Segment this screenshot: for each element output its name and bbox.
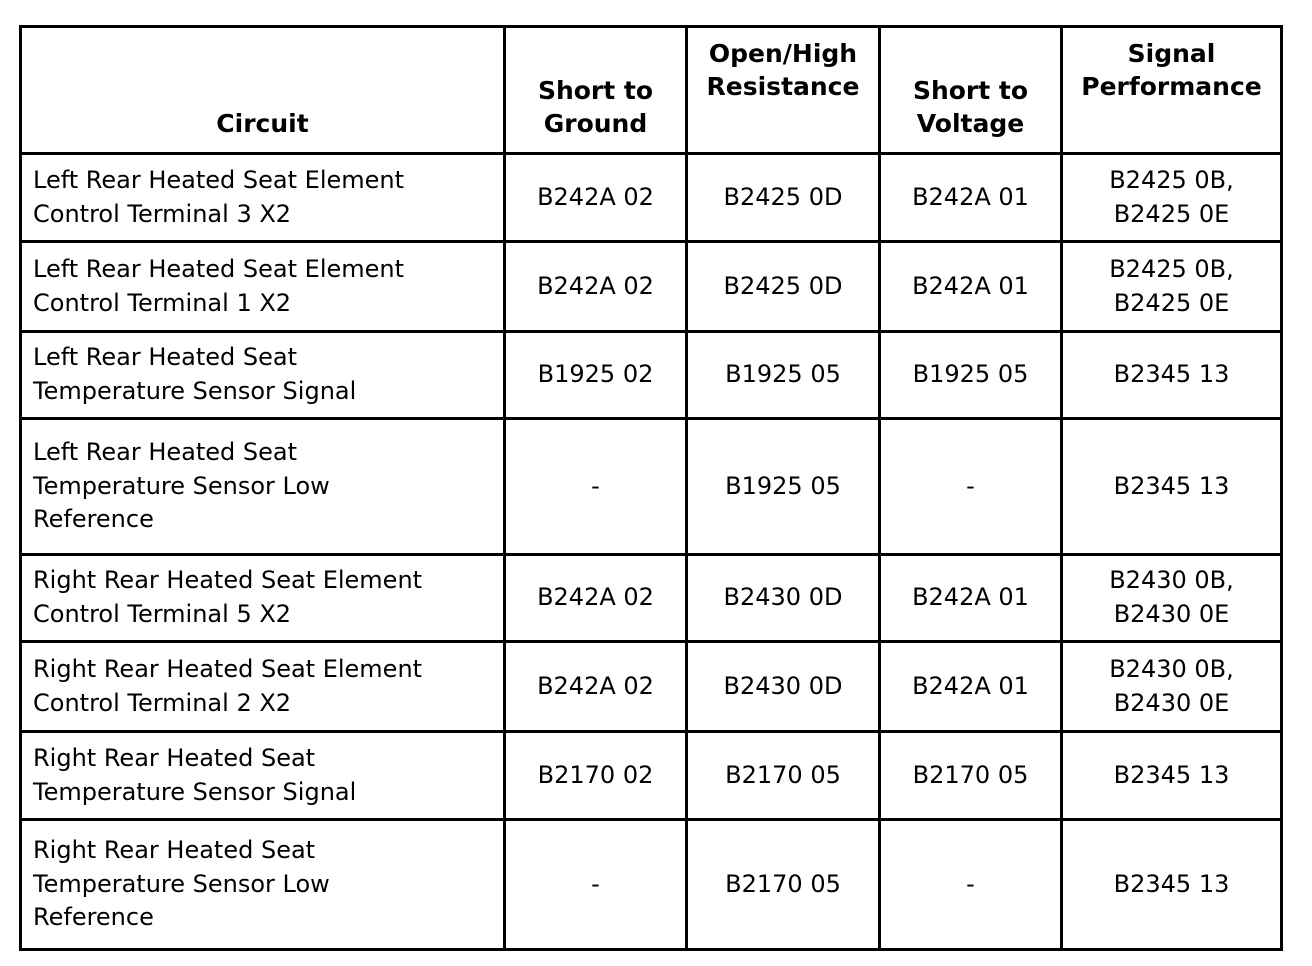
cell-signal-performance: B2345 13 xyxy=(1060,417,1283,556)
dtc-reference-table: Circuit Short to Ground Open/High Resist… xyxy=(19,25,1283,951)
column-header-signal-performance: Signal Performance xyxy=(1060,25,1283,155)
cell-short-to-voltage: B1925 05 xyxy=(878,330,1063,420)
cell-signal-performance: B2430 0B, B2430 0E xyxy=(1060,553,1283,643)
table-row: Right Rear Heated Seat Temperature Senso… xyxy=(19,818,1283,951)
cell-signal-performance: B2345 13 xyxy=(1060,818,1283,951)
cell-circuit: Right Rear Heated Seat Temperature Senso… xyxy=(19,818,506,951)
column-header-circuit: Circuit xyxy=(19,25,506,155)
cell-short-to-ground: B242A 02 xyxy=(503,240,688,333)
cell-circuit: Left Rear Heated Seat Temperature Sensor… xyxy=(19,417,506,556)
header-row: Circuit Short to Ground Open/High Resist… xyxy=(19,25,1283,155)
cell-short-to-voltage: B2170 05 xyxy=(878,730,1063,821)
cell-open-high-resistance: B2430 0D xyxy=(685,640,881,733)
cell-open-high-resistance: B2170 05 xyxy=(685,730,881,821)
cell-short-to-ground: - xyxy=(503,818,688,951)
cell-signal-performance: B2425 0B, B2425 0E xyxy=(1060,152,1283,243)
cell-signal-performance: B2345 13 xyxy=(1060,730,1283,821)
cell-open-high-resistance: B2430 0D xyxy=(685,553,881,643)
cell-circuit: Right Rear Heated Seat Temperature Senso… xyxy=(19,730,506,821)
cell-short-to-ground: B2170 02 xyxy=(503,730,688,821)
column-header-short-to-voltage: Short to Voltage xyxy=(878,25,1063,155)
cell-circuit: Left Rear Heated Seat Element Control Te… xyxy=(19,240,506,333)
table-row: Left Rear Heated Seat Temperature Sensor… xyxy=(19,330,1283,420)
table-row: Right Rear Heated Seat Temperature Senso… xyxy=(19,730,1283,821)
cell-open-high-resistance: B2425 0D xyxy=(685,240,881,333)
cell-open-high-resistance: B1925 05 xyxy=(685,330,881,420)
cell-short-to-voltage: B242A 01 xyxy=(878,152,1063,243)
table-row: Left Rear Heated Seat Element Control Te… xyxy=(19,240,1283,333)
cell-circuit: Right Rear Heated Seat Element Control T… xyxy=(19,640,506,733)
cell-signal-performance: B2345 13 xyxy=(1060,330,1283,420)
cell-circuit: Left Rear Heated Seat Element Control Te… xyxy=(19,152,506,243)
column-header-open-high-resistance: Open/High Resistance xyxy=(685,25,881,155)
cell-short-to-voltage: - xyxy=(878,818,1063,951)
cell-circuit: Left Rear Heated Seat Temperature Sensor… xyxy=(19,330,506,420)
cell-short-to-ground: B1925 02 xyxy=(503,330,688,420)
cell-short-to-ground: - xyxy=(503,417,688,556)
column-header-short-to-ground: Short to Ground xyxy=(503,25,688,155)
cell-short-to-ground: B242A 02 xyxy=(503,640,688,733)
cell-open-high-resistance: B2170 05 xyxy=(685,818,881,951)
cell-open-high-resistance: B2425 0D xyxy=(685,152,881,243)
cell-circuit: Right Rear Heated Seat Element Control T… xyxy=(19,553,506,643)
cell-signal-performance: B2430 0B, B2430 0E xyxy=(1060,640,1283,733)
table-row: Right Rear Heated Seat Element Control T… xyxy=(19,553,1283,643)
table-row: Left Rear Heated Seat Temperature Sensor… xyxy=(19,417,1283,556)
cell-short-to-voltage: - xyxy=(878,417,1063,556)
cell-short-to-ground: B242A 02 xyxy=(503,553,688,643)
table-row: Left Rear Heated Seat Element Control Te… xyxy=(19,152,1283,243)
cell-short-to-voltage: B242A 01 xyxy=(878,640,1063,733)
cell-signal-performance: B2425 0B, B2425 0E xyxy=(1060,240,1283,333)
cell-short-to-ground: B242A 02 xyxy=(503,152,688,243)
cell-short-to-voltage: B242A 01 xyxy=(878,553,1063,643)
cell-open-high-resistance: B1925 05 xyxy=(685,417,881,556)
table-row: Right Rear Heated Seat Element Control T… xyxy=(19,640,1283,733)
cell-short-to-voltage: B242A 01 xyxy=(878,240,1063,333)
